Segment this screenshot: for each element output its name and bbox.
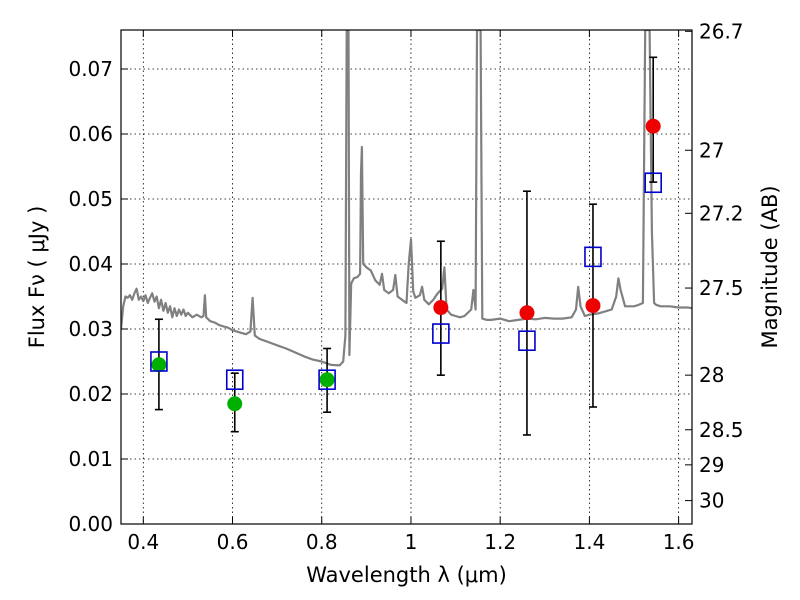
data-point-square (225, 369, 244, 391)
data-point-circle (645, 118, 661, 134)
axis-ticks: 0.4 0.6 0.8 1 1.2 1.4 1.6 0.00 0.01 0.02 0.03 0.04 0… (68, 19, 743, 554)
x-tick-label: 1.6 (663, 530, 695, 554)
x-tick-label: 1.2 (484, 530, 516, 554)
x-tick-label: 0.8 (306, 530, 338, 554)
y-tick-label: 0.01 (68, 447, 113, 471)
x-axis-label: Wavelength λ (μm) (306, 563, 507, 587)
data-point-circle (519, 305, 535, 321)
x-tick-label: 1.4 (573, 530, 605, 554)
x-tick-label: 0.6 (217, 530, 249, 554)
data-point-circle (433, 300, 449, 316)
data-point-square (518, 330, 536, 352)
y2-tick-label: 28.5 (699, 418, 744, 442)
data-point-circle (585, 298, 601, 314)
y2-tick-label: 27 (699, 138, 724, 162)
plot-frame (120, 29, 693, 525)
x-tick-label: 1 (405, 530, 418, 554)
data-point-square (584, 246, 602, 268)
data-points-layer (150, 56, 662, 436)
y2-tick-label: 28 (699, 363, 724, 387)
y-tick-label: 0.03 (68, 317, 113, 341)
y2-tick-label: 29 (699, 453, 724, 477)
data-point-square (150, 351, 168, 372)
y2-axis-label: Magnitude (AB) (758, 185, 782, 348)
model-spectrum-layer (121, 30, 692, 367)
data-point-circle (227, 396, 243, 412)
y-tick-label: 0.05 (68, 187, 113, 211)
y-tick-label: 0.06 (68, 122, 113, 146)
model-spectrum-line (121, 30, 692, 367)
y2-tick-label: 26.7 (699, 19, 744, 43)
data-point-square (644, 172, 662, 194)
data-point-circle (319, 372, 335, 388)
y2-tick-label: 27.5 (699, 276, 744, 300)
x-tick-label: 0.4 (127, 530, 159, 554)
grid (121, 30, 692, 524)
y-tick-label: 0.07 (68, 57, 113, 81)
data-point-square (432, 323, 450, 344)
data-point-square (318, 369, 336, 391)
data-point-circle (151, 357, 167, 373)
y-tick-label: 0.00 (68, 512, 113, 536)
y-axis-label: Flux Fν ( μJy ) (25, 206, 49, 349)
y2-tick-label: 30 (699, 489, 724, 513)
y-tick-label: 0.04 (68, 252, 113, 276)
y-tick-label: 0.02 (68, 382, 113, 406)
y2-tick-label: 27.2 (699, 201, 744, 225)
